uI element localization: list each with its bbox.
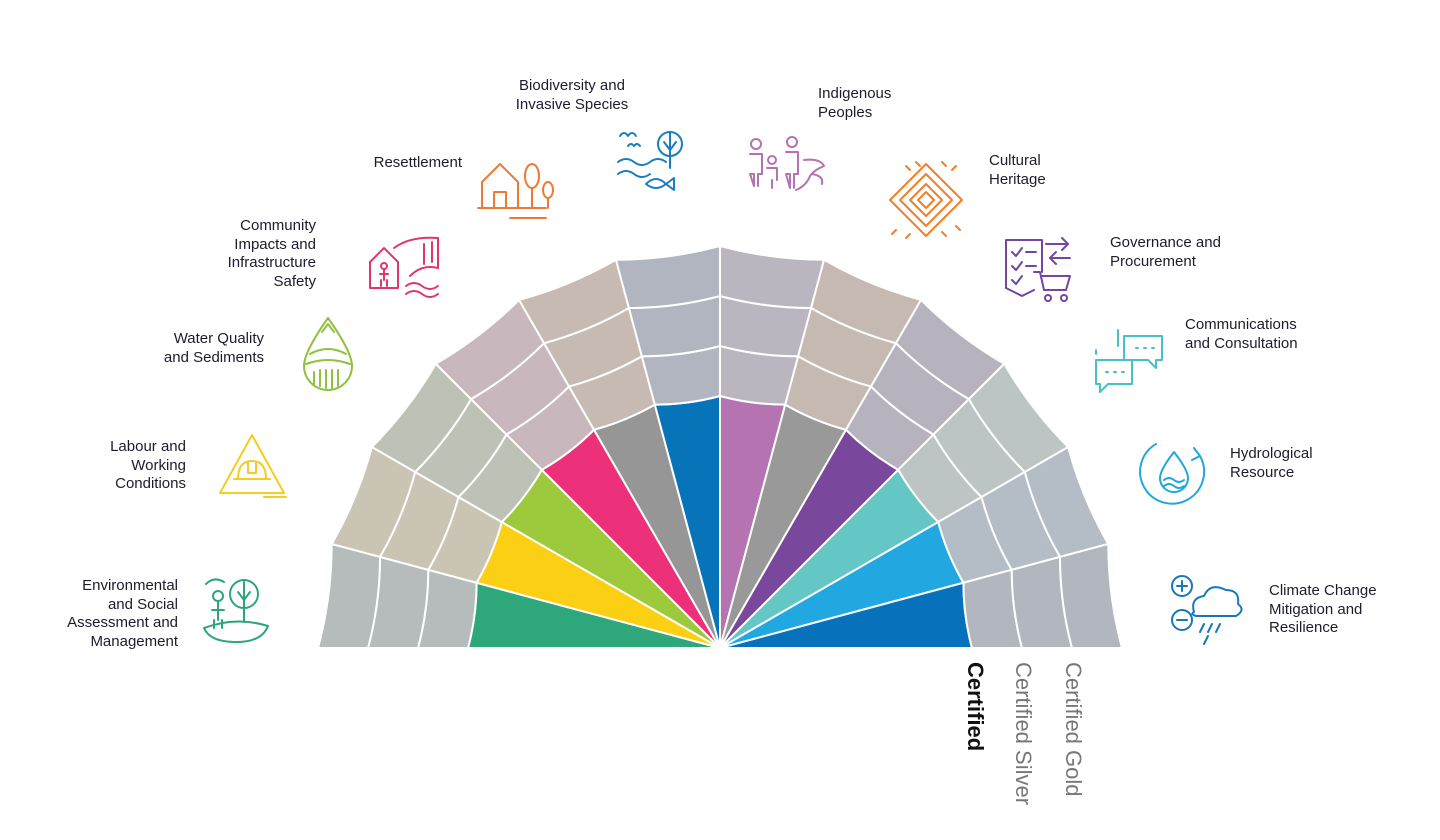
- water-cycle-icon: [1134, 434, 1214, 514]
- label-water-quality-sediments: Water Quality and Sediments: [163, 330, 264, 366]
- level-label-certified-gold: Certified Gold: [1061, 662, 1086, 797]
- label-environmental-social-assessment: Environmental and Social Assessment and Man…: [67, 577, 178, 650]
- wheel-ring-segment: [1059, 542, 1124, 649]
- wheel-ring-segment: [719, 244, 826, 309]
- level-label-certified: Certified: [963, 662, 988, 752]
- label-labour-working-conditions: Labour and Working Conditions: [110, 438, 186, 492]
- house-trees-icon: [476, 152, 556, 232]
- family-path-icon: [744, 130, 825, 210]
- person-tree-icon: [196, 570, 276, 650]
- diamond-pattern-icon: [886, 160, 966, 240]
- label-biodiversity-invasive-species: Biodiversity and Invasive Species: [515, 77, 629, 113]
- checklist-cart-icon: [1000, 232, 1080, 312]
- community-dam-icon: [366, 228, 446, 308]
- cloud-plus-minus-icon: [1166, 570, 1246, 650]
- wheel-center: [716, 644, 724, 652]
- label-resettlement: Resettlement: [373, 154, 462, 171]
- label-hydrological-resource: Hydrological Resource: [1230, 445, 1313, 481]
- label-indigenous-peoples: Indigenous Peoples: [818, 85, 892, 121]
- bird-fish-tree-icon: [612, 122, 692, 202]
- label-communications-consultation: Communications and Consultation: [1185, 316, 1298, 352]
- wheel-ring-segment: [614, 244, 721, 309]
- chat-bubbles-icon: [1092, 316, 1172, 396]
- level-label-certified-silver: Certified Silver: [1011, 662, 1036, 806]
- label-cultural-heritage: Cultural Heritage: [989, 152, 1046, 188]
- hardhat-warning-icon: [212, 425, 292, 505]
- wheel-ring-segment: [316, 542, 381, 649]
- water-drop-icon: [288, 312, 368, 392]
- label-climate-change: Climate Change Mitigation and Resilience: [1269, 582, 1377, 636]
- label-community-impacts: Community Impacts and Infrastructure Safety: [227, 217, 316, 290]
- label-governance-procurement: Governance and Procurement: [1110, 234, 1221, 270]
